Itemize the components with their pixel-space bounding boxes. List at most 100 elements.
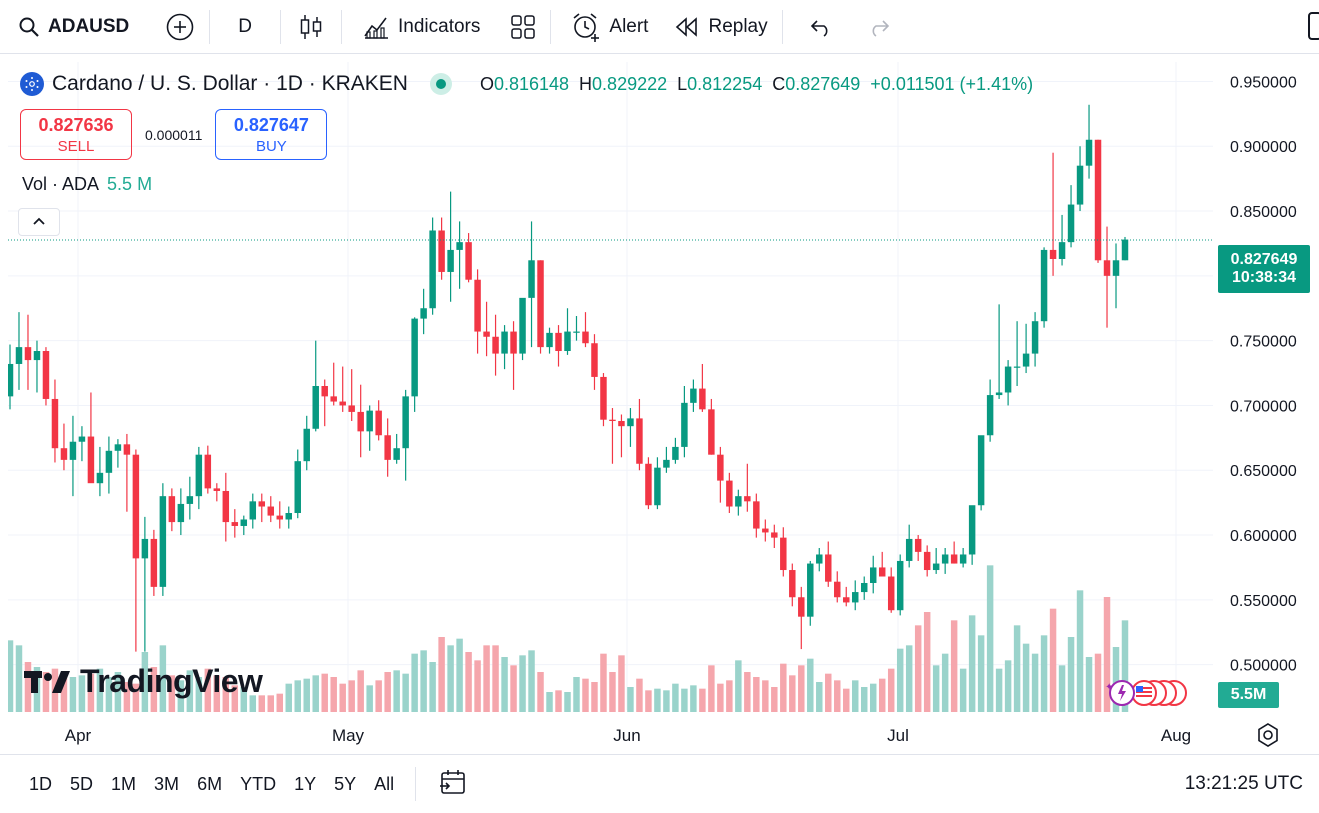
candle-body	[995, 392, 1003, 396]
volume-bar	[276, 693, 283, 712]
volume-bar	[717, 683, 724, 712]
buy-price: 0.827647	[233, 114, 309, 135]
undo-button[interactable]	[799, 7, 843, 47]
range-5d[interactable]: 5D	[70, 773, 94, 794]
compare-symbol-button[interactable]	[155, 7, 205, 47]
candle-body	[1076, 165, 1084, 205]
candle-body	[384, 435, 391, 460]
volume-bar	[168, 675, 176, 712]
candle-body	[932, 563, 940, 571]
candle-body	[1085, 139, 1093, 166]
tradingview-logo[interactable]: TradingView	[24, 663, 263, 700]
volume-bar	[807, 658, 814, 712]
interval-button[interactable]: D	[214, 7, 276, 47]
candle-body	[1094, 139, 1102, 261]
candle-body	[905, 538, 913, 561]
indicators-button[interactable]: Indicators	[352, 7, 490, 47]
price-chart[interactable]: 0.9500000.9000000.8500000.8000000.750000…	[8, 62, 1319, 752]
redo-icon	[867, 17, 891, 37]
volume-bar	[941, 653, 949, 712]
goto-date-button[interactable]	[438, 767, 468, 802]
candle-body	[780, 537, 787, 571]
volume-bar	[663, 690, 670, 712]
volume-bar	[852, 680, 859, 712]
candle-body	[312, 386, 319, 429]
range-1m[interactable]: 1M	[111, 773, 137, 794]
candle-body	[105, 450, 113, 473]
symbol-search-button[interactable]: ADAUSD	[0, 7, 139, 47]
price-tick-label: 0.850000	[1230, 204, 1297, 221]
range-1d[interactable]: 1D	[29, 773, 53, 794]
indicators-icon	[362, 14, 390, 40]
volume-bar	[1085, 657, 1093, 712]
candle-body	[869, 567, 877, 583]
candle-body	[132, 454, 140, 559]
candle-body	[510, 331, 517, 354]
volume-bar	[1076, 590, 1084, 712]
candle-body	[636, 418, 643, 464]
volume-bar	[825, 673, 832, 712]
tradingview-mark-icon	[24, 670, 70, 693]
volume-bar	[438, 637, 445, 712]
volume-bar	[573, 677, 580, 712]
range-5y[interactable]: 5Y	[334, 773, 357, 794]
volume-bar	[447, 645, 454, 712]
range-all[interactable]: All	[374, 773, 395, 794]
price-axis: 0.9500000.9000000.8500000.8000000.750000…	[1230, 74, 1297, 674]
events-markers[interactable]: ✦	[1102, 678, 1194, 708]
candle-body	[195, 454, 203, 497]
price-tick-label: 0.950000	[1230, 74, 1297, 91]
utc-clock[interactable]: 13:21:25 UTC	[1184, 773, 1303, 794]
candle-body	[1049, 249, 1057, 259]
candle-body	[816, 554, 823, 564]
candle-body	[501, 331, 508, 354]
volume-bar	[780, 663, 787, 712]
candle-body	[654, 467, 661, 506]
volume-bar	[186, 670, 194, 712]
range-ytd[interactable]: YTD	[240, 773, 277, 794]
volume-bar	[968, 615, 976, 712]
candle-body	[1121, 239, 1129, 261]
candle-body	[150, 538, 158, 587]
candle-body	[923, 551, 931, 571]
volume-bar	[1112, 647, 1120, 712]
candle-body	[798, 597, 805, 617]
market-open-status-icon[interactable]	[429, 73, 452, 95]
volume-bar	[609, 672, 616, 712]
volume-legend[interactable]: Vol · ADA 5.5 M	[22, 174, 152, 195]
candle-body	[860, 582, 868, 593]
candle-body	[411, 318, 418, 397]
volume-bar	[1094, 653, 1102, 712]
range-6m[interactable]: 6M	[197, 773, 223, 794]
layouts-button[interactable]	[500, 7, 546, 47]
fullscreen-button[interactable]	[1308, 12, 1319, 40]
redo-button[interactable]	[857, 7, 901, 47]
candle-body	[267, 506, 275, 516]
volume-bar	[69, 677, 77, 712]
candle-body	[896, 560, 904, 611]
range-1y[interactable]: 1Y	[294, 773, 317, 794]
chart-settings-button[interactable]	[1255, 722, 1281, 753]
volume-bar	[1103, 597, 1111, 712]
range-3m[interactable]: 3M	[154, 773, 180, 794]
volume-bar	[690, 685, 697, 712]
sell-button[interactable]: 0.827636 SELL	[20, 109, 132, 160]
volume-bar	[483, 645, 490, 712]
time-tick-label: Aug	[1161, 726, 1191, 745]
candle-body	[941, 554, 949, 564]
symbol-title[interactable]: Cardano / U. S. Dollar · 1D · KRAKEN	[52, 72, 408, 95]
volume-bar	[519, 655, 526, 712]
candle-body	[762, 528, 769, 533]
candle-body	[627, 418, 634, 427]
candle-body	[564, 331, 571, 352]
collapse-legend-button[interactable]	[18, 208, 60, 236]
replay-button[interactable]: Replay	[664, 7, 777, 47]
alert-button[interactable]: Alert	[561, 7, 658, 47]
volume-bar	[591, 682, 598, 712]
close-key: C	[772, 73, 786, 94]
chart-type-button[interactable]	[285, 7, 337, 47]
candle-body	[8, 363, 14, 397]
volume-label: Vol · ADA	[22, 174, 100, 194]
buy-button[interactable]: 0.827647 BUY	[215, 109, 328, 160]
time-tick-label: Apr	[65, 726, 92, 745]
